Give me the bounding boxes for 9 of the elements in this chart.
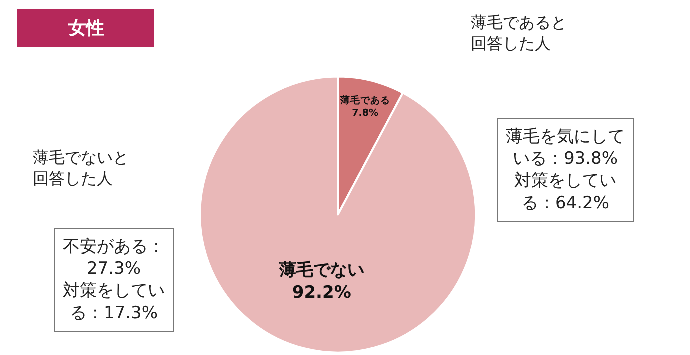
text: 薄毛でないと回答した人 <box>33 148 129 188</box>
text: 薄毛であると回答した人 <box>471 13 567 53</box>
text: 不安がある：27.3% 対策をしている：17.3% <box>63 237 165 324</box>
chart-title: 女性 <box>68 18 104 39</box>
data-label: 7.8% <box>352 108 379 120</box>
slice-label: 薄毛でない <box>278 260 364 281</box>
text: 薄毛を気にしている：93.8% 対策をしている：64.2% <box>506 127 625 214</box>
slice-label: 薄毛である <box>339 94 390 107</box>
data-label: 92.2% <box>292 282 352 303</box>
